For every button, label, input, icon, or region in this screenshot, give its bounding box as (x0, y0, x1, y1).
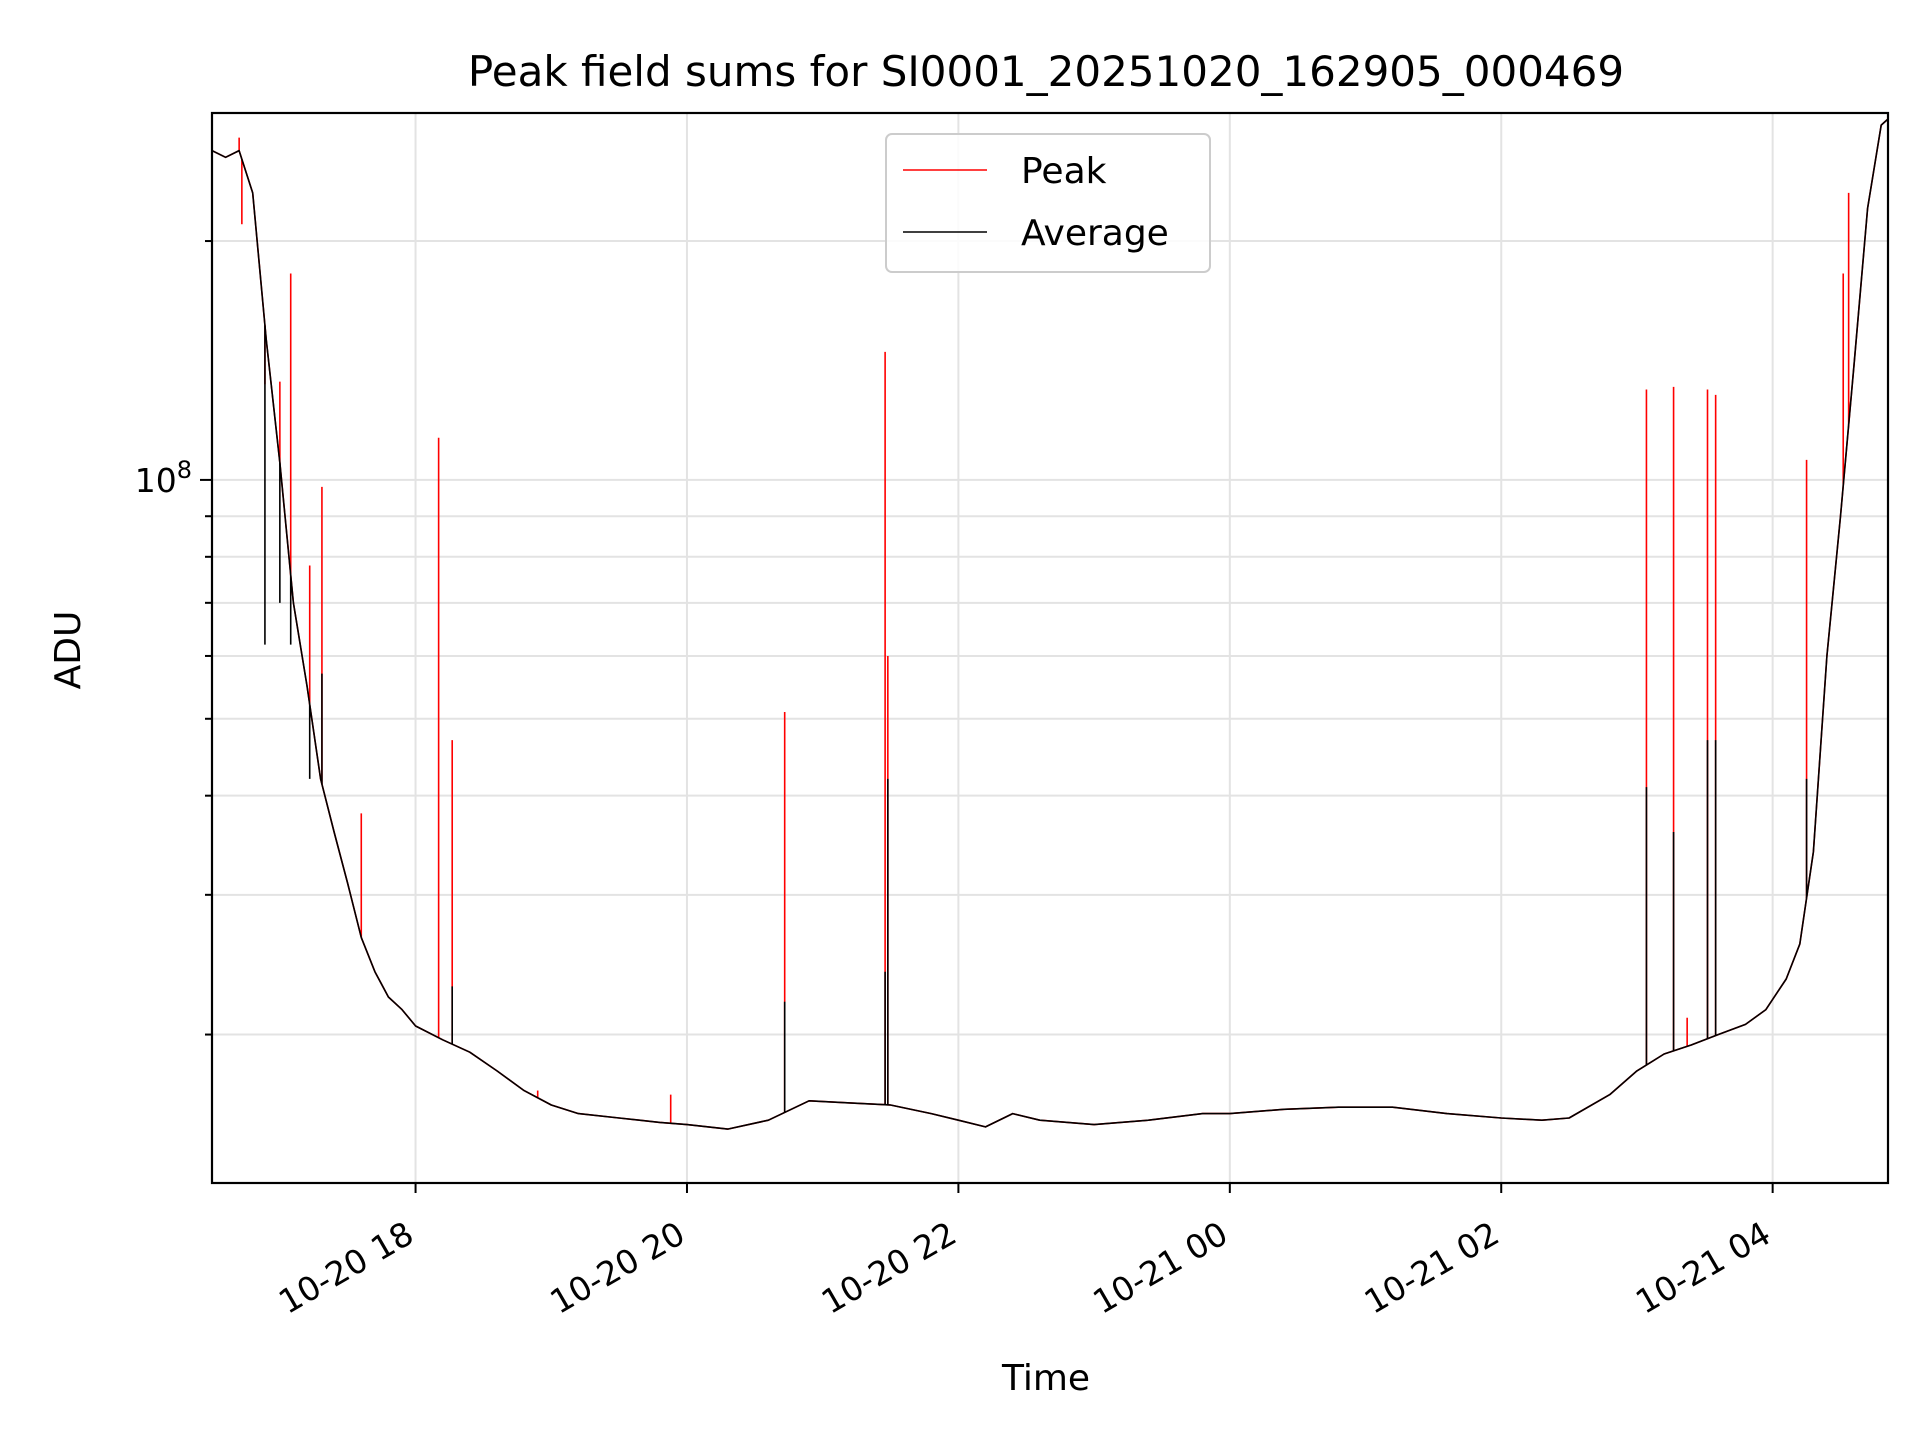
average-series-line (212, 118, 1888, 1130)
legend-label-peak: Peak (1021, 151, 1107, 192)
plot-frame (210, 111, 1890, 1185)
y-axis-label: ADU (48, 611, 89, 690)
x-axis-label: Time (1001, 1358, 1090, 1399)
plot-area (212, 118, 1888, 1130)
chart-title: Peak field sums for SI0001_20251020_1629… (468, 47, 1624, 96)
y-axis: 108 (135, 240, 212, 1036)
legend-box (885, 133, 1211, 273)
series-layer (212, 118, 1888, 1130)
legend-label-average: Average (1021, 213, 1169, 254)
legend: Peak Average (885, 133, 1211, 273)
y-tick-label: 108 (135, 456, 192, 500)
